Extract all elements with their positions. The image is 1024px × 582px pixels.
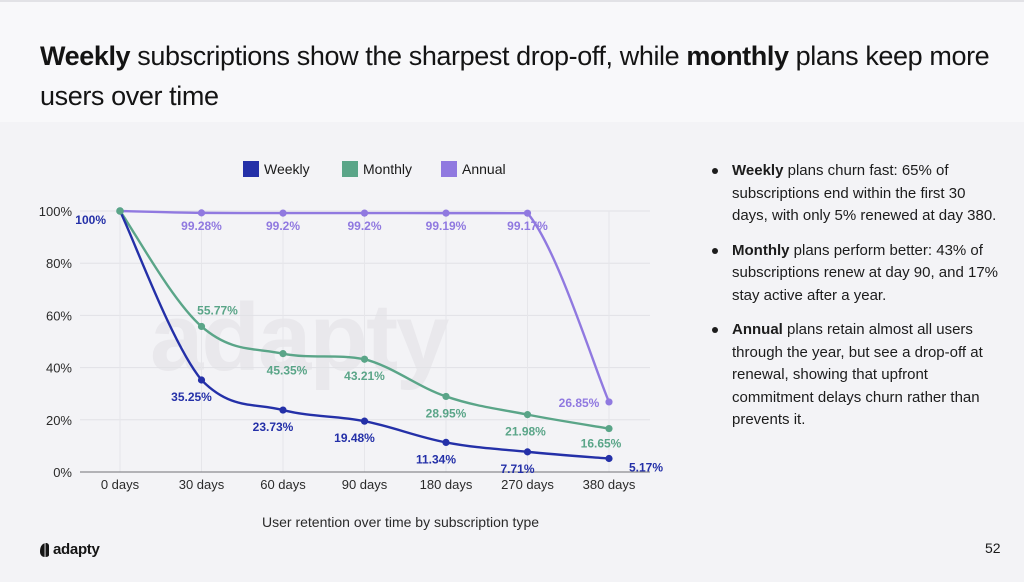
x-tick-label: 180 days	[420, 477, 473, 492]
legend-item-annual: Annual	[441, 161, 506, 177]
data-point	[116, 207, 124, 215]
watermark: adapty	[150, 284, 451, 391]
data-label: 5.17%	[629, 461, 663, 475]
insight-label: Monthly	[732, 241, 790, 259]
legend-swatch	[342, 161, 358, 177]
data-point	[605, 398, 613, 406]
bullet-dot-icon	[712, 327, 718, 333]
y-tick-label: 40%	[46, 361, 72, 376]
y-tick-label: 60%	[46, 308, 72, 323]
data-label: 45.35%	[267, 364, 308, 378]
data-point	[523, 448, 532, 456]
slide-title: Weekly subscriptions show the sharpest d…	[40, 36, 1000, 116]
chart-caption: User retention over time by subscription…	[262, 514, 540, 530]
data-point	[197, 209, 206, 217]
data-point	[360, 417, 369, 425]
title-bold-weekly: Weekly	[40, 41, 131, 71]
data-label: 99.17%	[507, 219, 548, 233]
insight-text: plans retain almost all users through th…	[732, 321, 983, 428]
data-label: 99.2%	[347, 219, 381, 233]
adapty-logo: adapty	[40, 541, 100, 558]
data-label: 19.48%	[334, 431, 375, 445]
data-point	[442, 209, 450, 217]
x-tick-label: 270 days	[501, 477, 554, 492]
bullet-dot-icon	[712, 168, 718, 174]
data-label: 26.85%	[559, 396, 600, 410]
data-label: 99.2%	[266, 219, 300, 233]
data-point	[442, 438, 450, 447]
data-label: 16.65%	[581, 437, 622, 451]
data-label: 7.71%	[500, 462, 534, 476]
insight-annual: Annual plans retain almost all users thr…	[712, 319, 1002, 432]
y-tick-label: 0%	[53, 465, 72, 480]
x-tick-label: 380 days	[583, 477, 636, 492]
legend-swatch	[441, 161, 457, 177]
logo-text: adapty	[53, 541, 100, 558]
x-tick-label: 30 days	[179, 477, 225, 492]
series	[116, 207, 613, 463]
data-point	[360, 355, 369, 363]
bullet-dot-icon	[712, 247, 718, 254]
data-label: 28.95%	[426, 406, 467, 420]
x-tick-label: 90 days	[342, 477, 388, 492]
insight-label: Weekly	[732, 162, 784, 179]
data-label: 23.73%	[253, 420, 294, 434]
retention-chart: adapty 0% 20% 40% 60% 80% 100% 0 days 30 days 60…	[39, 161, 663, 492]
data-labels: 100% 35.25% 23.73% 19.48% 11.34% 7.71% 5.17% 55…	[75, 213, 663, 476]
legend-label: Annual	[462, 161, 506, 177]
x-tick-label: 60 days	[260, 477, 306, 492]
data-point	[279, 406, 287, 414]
legend-label: Weekly	[264, 161, 310, 177]
page-number: 52	[985, 540, 1001, 556]
insight-text: plans churn fast: 65% of subscriptions e…	[732, 162, 997, 224]
legend-label: Monthly	[363, 161, 412, 177]
y-tick-label: 80%	[46, 256, 72, 271]
data-label: 21.98%	[505, 425, 546, 439]
data-label: 11.34%	[416, 452, 456, 466]
legend-item-monthly: Monthly	[342, 161, 412, 177]
data-label: 100%	[75, 213, 106, 227]
insight-text: plans perform better: 43% of subscriptio…	[732, 241, 998, 304]
legend-swatch	[243, 161, 259, 177]
data-point	[523, 209, 532, 217]
insight-label: Annual	[732, 321, 783, 338]
y-tick-label: 100%	[39, 204, 73, 219]
data-label: 43.21%	[344, 369, 385, 383]
insight-monthly: Monthly plans perform better: 43% of sub…	[712, 240, 1002, 308]
title-text-1: subscriptions show the sharpest drop-off…	[130, 41, 687, 71]
data-point	[605, 454, 613, 463]
y-tick-label: 20%	[46, 413, 72, 428]
data-label: 35.25%	[171, 390, 212, 404]
data-point	[442, 392, 450, 401]
data-label: 99.19%	[426, 219, 467, 233]
axes: 0% 20% 40% 60% 80% 100% 0 days 30 days 60 days 90…	[39, 204, 650, 492]
data-label: 99.28%	[181, 219, 222, 233]
adapty-logo-icon	[40, 542, 49, 557]
data-point	[279, 209, 287, 217]
insights-list: Weekly plans churn fast: 65% of subscrip…	[712, 160, 1002, 444]
header: Weekly subscriptions show the sharpest d…	[0, 2, 1024, 122]
data-point	[279, 350, 287, 358]
data-point	[197, 376, 206, 384]
legend: Weekly Monthly Annual	[243, 161, 506, 177]
data-label: 55.77%	[197, 303, 238, 317]
series-monthly	[116, 207, 613, 433]
data-point	[523, 411, 532, 419]
title-text-2: plans keep more users over time	[40, 41, 990, 111]
title-bold-monthly: monthly	[686, 41, 789, 71]
data-point	[605, 424, 613, 433]
legend-item-weekly: Weekly	[243, 161, 310, 177]
x-tick-label: 0 days	[101, 477, 140, 492]
data-point	[197, 322, 206, 331]
watermark-text: adapty	[150, 284, 449, 391]
insight-weekly: Weekly plans churn fast: 65% of subscrip…	[712, 160, 1002, 228]
top-border	[0, 0, 1024, 2]
data-point	[360, 209, 369, 217]
